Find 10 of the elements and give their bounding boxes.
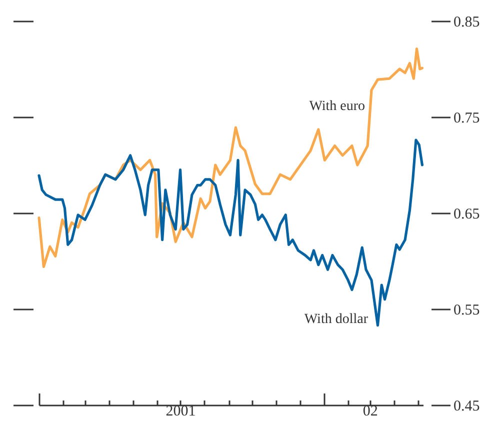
series-label: With dollar [304, 312, 368, 327]
x-tick-label: 2001 [166, 404, 196, 420]
line-series [38, 138, 424, 327]
y-tick-label: 0.75 [454, 110, 480, 126]
y-tick-label: 0.85 [454, 14, 480, 30]
y-tick-label: 0.55 [454, 302, 480, 318]
y-tick-label: 0.45 [454, 398, 480, 414]
series-label: With euro [309, 99, 365, 114]
line-series [38, 48, 424, 268]
y-tick-label: 0.65 [454, 206, 480, 222]
